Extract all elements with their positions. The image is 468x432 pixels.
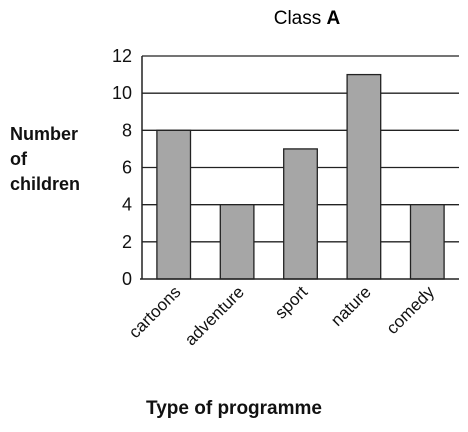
x-axis-label: Type of programme: [146, 398, 322, 419]
bar-comedy: [409, 204, 445, 280]
y-tick-label: 0: [122, 269, 132, 289]
y-tick-label: 10: [112, 83, 132, 103]
category-label: nature: [327, 282, 375, 330]
y-axis-label-line: Number: [10, 124, 79, 144]
bar-nature: [346, 73, 382, 280]
y-axis-label-line: of: [10, 149, 27, 169]
bar-adventure: [219, 204, 255, 280]
y-tick-label: 4: [122, 195, 132, 215]
y-tick-label: 8: [122, 120, 132, 140]
bar-sport: [283, 148, 318, 280]
y-axis-label: Number of children: [10, 122, 130, 197]
y-tick-label: 12: [112, 46, 132, 66]
bar-cartoons: [156, 129, 192, 280]
category-label: sport: [271, 282, 311, 322]
category-label: comedy: [383, 282, 439, 338]
category-label: cartoons: [125, 282, 185, 342]
y-axis-label-line: children: [10, 174, 81, 194]
y-tick-label: 2: [122, 232, 132, 252]
category-label: adventure: [181, 282, 248, 349]
chart-title: Class A: [274, 8, 341, 29]
bars: [156, 73, 445, 280]
y-tick-label: 6: [122, 158, 132, 178]
axes: [140, 56, 459, 280]
y-tick-labels: 0 2 4 6 8 10 12: [112, 46, 132, 289]
